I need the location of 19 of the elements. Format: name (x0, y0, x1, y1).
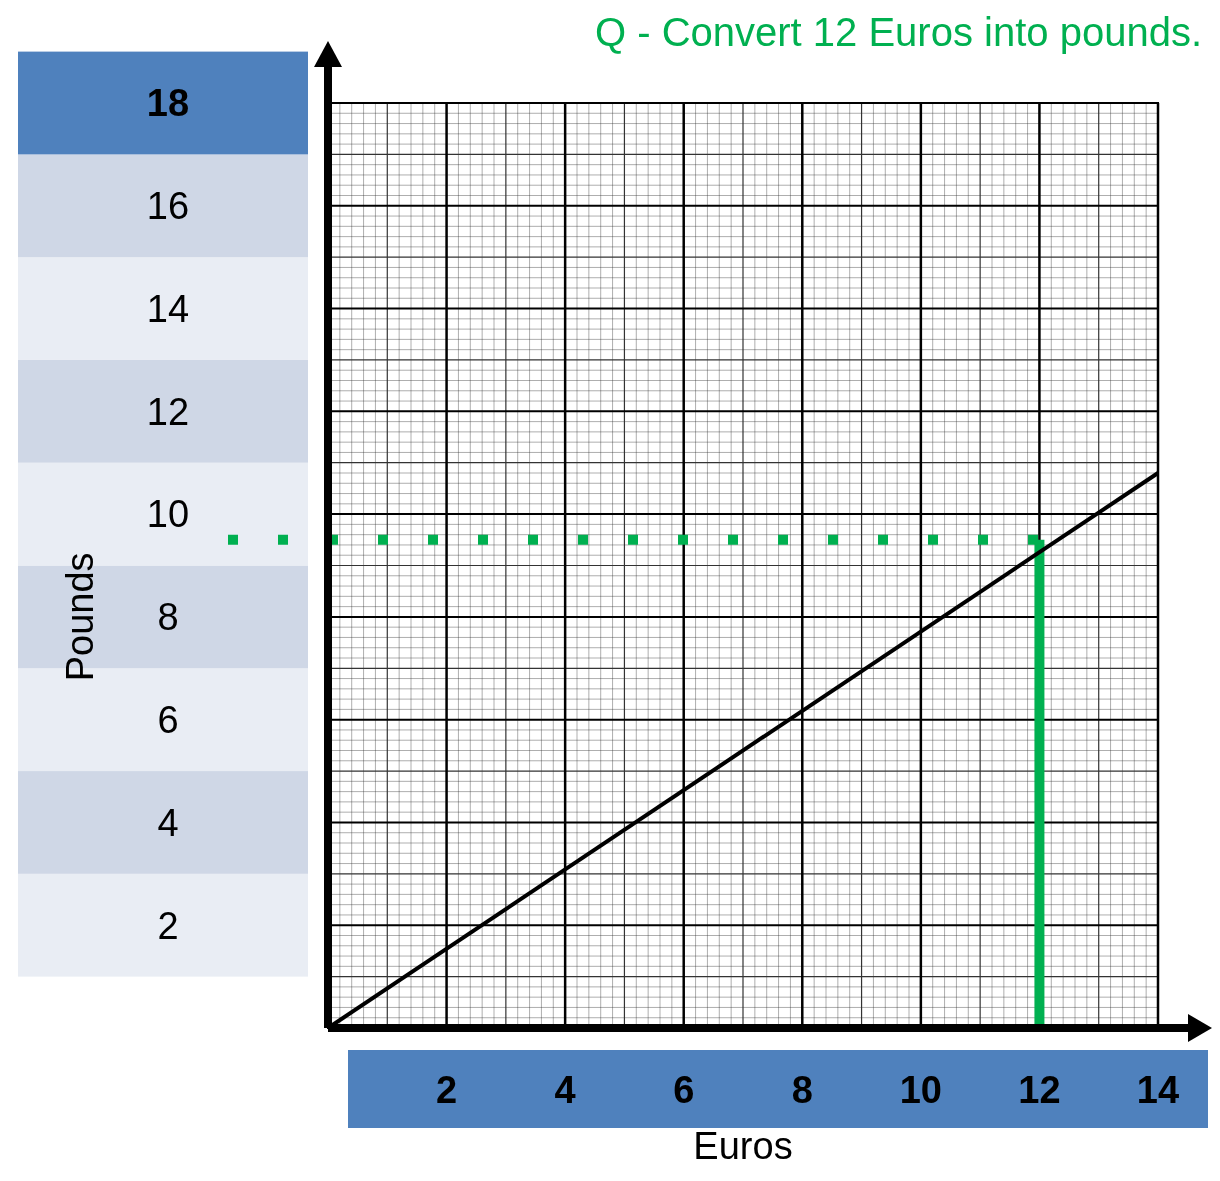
x-tick-label: 6 (673, 1069, 695, 1112)
x-tick-label: 10 (899, 1069, 942, 1112)
y-tick-label: 12 (146, 390, 190, 433)
x-axis-title: Euros (693, 1125, 793, 1168)
y-tick-label: 8 (157, 596, 179, 639)
y-tick-label: 6 (157, 698, 179, 741)
x-tick-label: 4 (554, 1069, 576, 1112)
chart-title: Q - Convert 12 Euros into pounds. (595, 10, 1202, 54)
y-tick-label: 18 (146, 82, 190, 125)
y-tick-label: 14 (146, 287, 190, 330)
y-tick-label: 10 (146, 493, 190, 536)
x-tick-label: 2 (436, 1069, 458, 1112)
y-axis-title: Pounds (59, 552, 101, 682)
y-tick-label: 2 (157, 904, 179, 947)
y-tick-label: 16 (146, 185, 190, 228)
x-tick-label: 8 (791, 1069, 813, 1112)
x-tick-label: 14 (1136, 1069, 1180, 1112)
x-tick-label: 12 (1018, 1069, 1061, 1112)
y-tick-label: 4 (157, 801, 179, 844)
